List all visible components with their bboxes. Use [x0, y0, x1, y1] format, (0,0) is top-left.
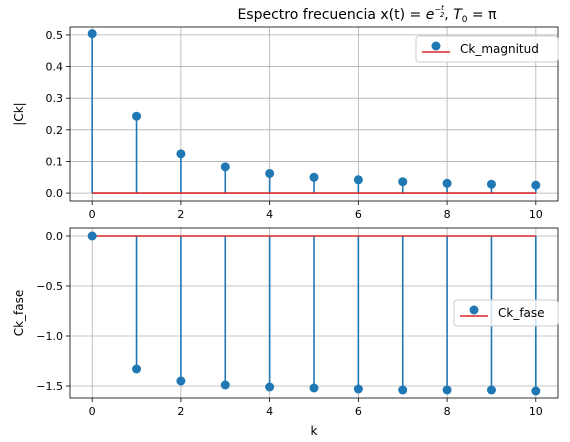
legend-marker [469, 305, 479, 315]
stem-marker [442, 178, 452, 188]
title-exp-base: e [426, 7, 435, 23]
stem-marker [531, 180, 541, 190]
y-tick-label: 0.0 [46, 230, 64, 243]
y-tick-label: 0.3 [46, 92, 64, 105]
stem-marker [353, 175, 363, 185]
x-tick-label: 0 [89, 208, 96, 221]
y-tick-label: 0.0 [46, 187, 64, 200]
stem-marker [486, 179, 496, 189]
x-tick-label: 6 [355, 405, 362, 418]
axis-ticks: 0 2 4 6 8 10 0.0 −0.5 −1.0 −1.5 [36, 230, 543, 418]
y-tick-label: 0.1 [46, 155, 64, 168]
chart-title: Espectro frecuencia x(t) = e−t 2, T0 = π [237, 4, 497, 25]
x-tick-label: 2 [177, 208, 184, 221]
title-T: T [453, 7, 463, 23]
stem-marker [176, 149, 186, 159]
stem-marker [486, 385, 496, 395]
y-axis-label: |Ck| [12, 102, 26, 125]
y-tick-label: 0.2 [46, 124, 64, 137]
title-sep: , [444, 7, 453, 23]
stem-marker [442, 385, 452, 395]
stem-marker [220, 162, 230, 172]
y-tick-label: 0.5 [46, 29, 64, 42]
stem-marker [309, 172, 319, 182]
x-tick-label: 8 [444, 405, 451, 418]
stem-marker [265, 168, 275, 178]
title-exp-den: 2 [440, 11, 445, 19]
x-tick-label: 4 [266, 405, 273, 418]
x-tick-label: 10 [529, 208, 543, 221]
x-tick-label: 10 [529, 405, 543, 418]
plot-area [87, 231, 541, 396]
x-tick-label: 0 [89, 405, 96, 418]
y-tick-label: −1.5 [36, 380, 63, 393]
stem-marker [176, 376, 186, 386]
title-exp-num: t [441, 4, 444, 12]
stem-marker [87, 231, 97, 241]
legend: Ck_fase [453, 299, 559, 327]
stem-marker [132, 111, 142, 121]
axes-frame [69, 26, 559, 202]
stem-marker [398, 385, 408, 395]
x-tick-label: 6 [355, 208, 362, 221]
legend-box [415, 35, 559, 63]
stem-marker [398, 177, 408, 187]
stem-marker [265, 382, 275, 392]
title-T-sub: 0 [462, 15, 468, 25]
stem-marker [353, 384, 363, 394]
stem-marker [220, 380, 230, 390]
magnitude-panel: 0 2 4 6 8 10 0.0 0.1 0.2 0.3 0.4 0.5 |Ck| Ck_magnit… [12, 26, 559, 221]
x-tick-label: 8 [444, 208, 451, 221]
legend: Ck_magnitud [415, 35, 559, 63]
phase-panel: 0 2 4 6 8 10 0.0 −0.5 −1.0 −1.5 Ck_fase k Ck_fase [12, 227, 559, 438]
title-eq-pi: = π [467, 7, 497, 23]
legend-label: Ck_magnitud [460, 42, 539, 56]
legend-label: Ck_fase [498, 306, 545, 320]
axis-ticks: 0 2 4 6 8 10 0.0 0.1 0.2 0.3 0.4 0.5 [46, 29, 543, 221]
legend-box [453, 299, 559, 327]
title-prefix: Espectro frecuencia x(t) = [237, 7, 425, 23]
y-tick-label: 0.4 [46, 61, 64, 74]
stem-marker [132, 364, 142, 374]
y-axis-label: Ck_fase [12, 290, 26, 337]
stem-marker [87, 29, 97, 39]
stem-marker [309, 383, 319, 393]
plot-area [87, 29, 541, 194]
title-exp-sup: − [434, 5, 441, 14]
y-tick-label: −1.0 [36, 330, 63, 343]
y-tick-label: −0.5 [36, 280, 63, 293]
x-axis-label: k [311, 424, 318, 438]
stem-marker [531, 386, 541, 396]
x-tick-label: 2 [177, 405, 184, 418]
legend-marker [431, 41, 441, 51]
x-tick-label: 4 [266, 208, 273, 221]
